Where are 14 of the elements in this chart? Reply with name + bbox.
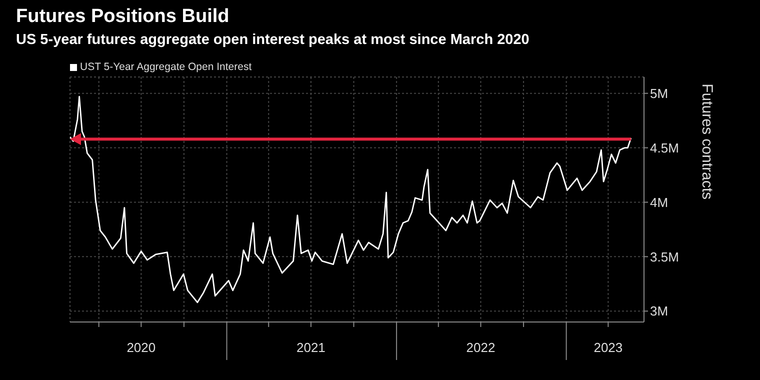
x-tick-label: 2021 <box>296 340 326 355</box>
line-series <box>70 96 632 304</box>
y-tick-label: 4M <box>650 194 668 210</box>
x-tick-label: 2023 <box>594 340 623 355</box>
y-axis-title: Futures contracts <box>698 84 716 200</box>
y-tick-label: 3.5M <box>650 249 679 264</box>
y-tick-label: 5M <box>650 86 668 101</box>
y-tick-label: 3M <box>650 304 668 319</box>
x-tick-label: 2022 <box>466 340 496 355</box>
chart-subtitle: US 5-year futures aggregate open interest peaks at most since March 2020 <box>16 32 530 48</box>
legend-label: UST 5-Year Aggregate Open Interest <box>79 61 252 73</box>
x-tick-label: 2020 <box>126 340 156 355</box>
chart-title: Futures Positions Build <box>16 6 230 28</box>
y-tick-label: 4.5M <box>650 140 679 156</box>
